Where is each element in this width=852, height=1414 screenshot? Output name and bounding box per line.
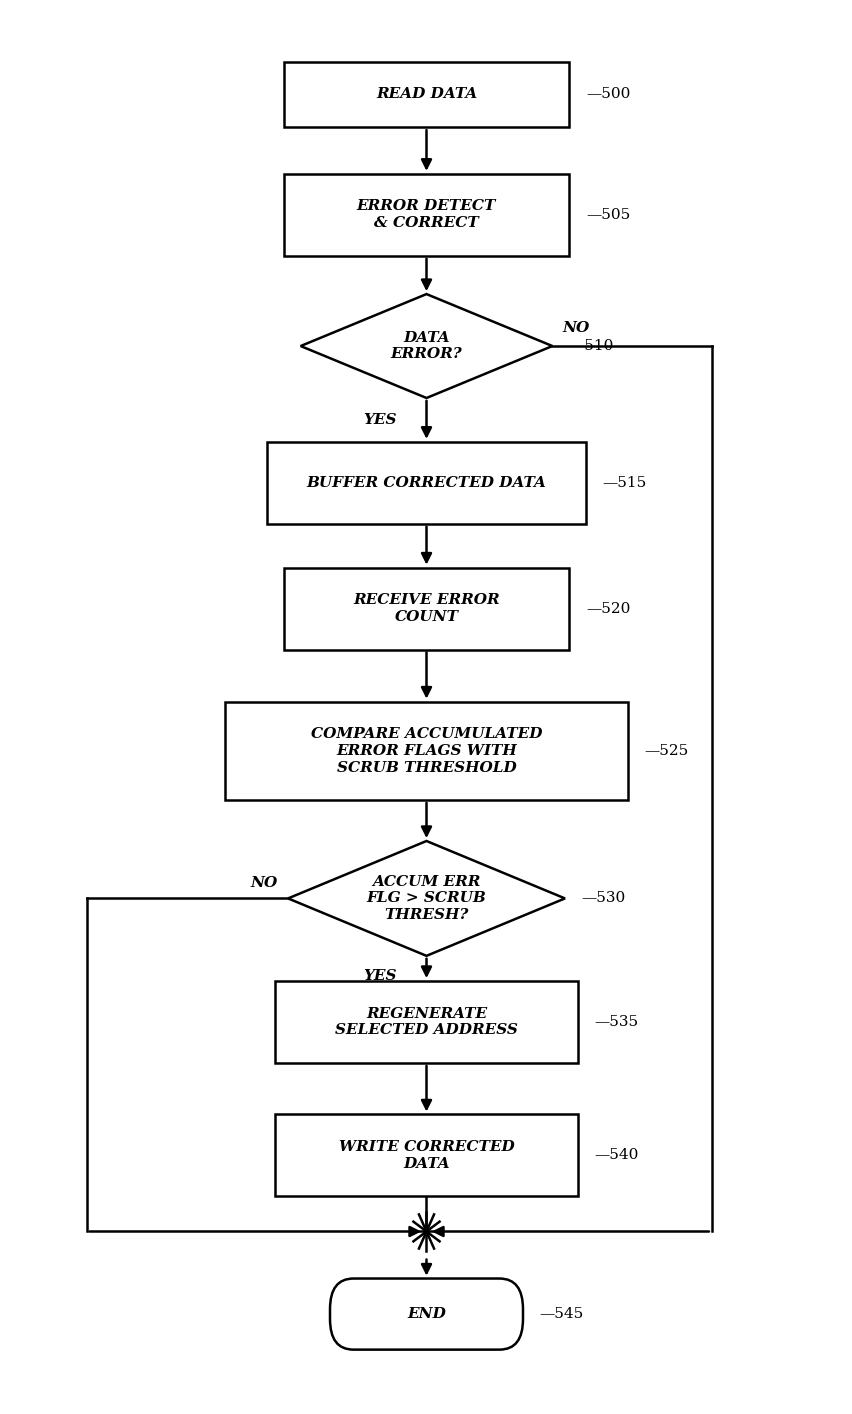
FancyBboxPatch shape	[284, 62, 568, 127]
Text: DATA
ERROR?: DATA ERROR?	[390, 331, 462, 362]
FancyBboxPatch shape	[225, 701, 627, 800]
Text: —535: —535	[594, 1015, 637, 1029]
FancyBboxPatch shape	[284, 567, 568, 649]
Text: —525: —525	[644, 744, 688, 758]
Text: YES: YES	[363, 969, 397, 983]
FancyBboxPatch shape	[275, 981, 577, 1063]
Text: —545: —545	[539, 1307, 584, 1321]
Text: READ DATA: READ DATA	[376, 88, 476, 102]
Text: —520: —520	[585, 601, 630, 615]
Text: —510: —510	[568, 339, 613, 354]
Text: —540: —540	[594, 1148, 638, 1162]
Text: BUFFER CORRECTED DATA: BUFFER CORRECTED DATA	[306, 475, 546, 489]
Text: —500: —500	[585, 88, 630, 102]
Text: NO: NO	[561, 321, 589, 335]
Polygon shape	[288, 841, 564, 956]
Text: YES: YES	[363, 413, 397, 427]
FancyBboxPatch shape	[284, 174, 568, 256]
FancyBboxPatch shape	[330, 1278, 522, 1349]
FancyBboxPatch shape	[267, 441, 585, 523]
Text: —505: —505	[585, 208, 630, 222]
Text: NO: NO	[250, 875, 278, 889]
Text: ERROR DETECT
& CORRECT: ERROR DETECT & CORRECT	[356, 199, 496, 230]
Polygon shape	[300, 294, 552, 397]
Text: WRITE CORRECTED
DATA: WRITE CORRECTED DATA	[338, 1140, 514, 1171]
Text: —515: —515	[602, 475, 646, 489]
Text: —530: —530	[581, 891, 625, 905]
Text: END: END	[406, 1307, 446, 1321]
FancyBboxPatch shape	[275, 1114, 577, 1196]
Text: RECEIVE ERROR
COUNT: RECEIVE ERROR COUNT	[353, 594, 499, 624]
Text: COMPARE ACCUMULATED
ERROR FLAGS WITH
SCRUB THRESHOLD: COMPARE ACCUMULATED ERROR FLAGS WITH SCR…	[310, 727, 542, 775]
Text: REGENERATE
SELECTED ADDRESS: REGENERATE SELECTED ADDRESS	[335, 1007, 517, 1038]
Text: ACCUM ERR
FLG > SCRUB
THRESH?: ACCUM ERR FLG > SCRUB THRESH?	[366, 875, 486, 922]
